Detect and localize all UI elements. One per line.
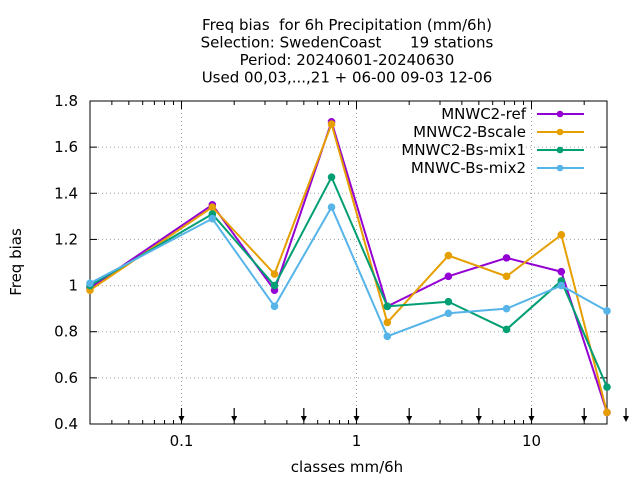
axis-ticks: 0.4 0.6 0.8 1 1.2 1.4 1.6 1.8 0.1 1 10 (54, 92, 607, 450)
data-point (208, 214, 217, 223)
data-point (270, 270, 279, 278)
class-arrow-marker (300, 408, 307, 422)
legend-swatch-marker (556, 164, 564, 172)
legend: MNWC2-refMNWC2-BscaleMNWC2-Bs-mix1MNWC-B… (401, 105, 584, 177)
chart-title-line: Period: 20240601-20240630 (240, 51, 455, 69)
class-arrow-marker (581, 408, 588, 422)
series-mnwc2-ref (86, 117, 611, 417)
class-arrow-marker (623, 408, 629, 422)
arrow-head (231, 416, 238, 422)
data-point (327, 203, 336, 211)
arrow-head (581, 416, 588, 422)
y-tick-label: 0.8 (54, 323, 78, 341)
data-point (502, 272, 511, 281)
chart-title-line: Selection: SwedenCoast 19 stations (201, 34, 494, 52)
chart-title-line: Freq bias for 6h Precipitation (mm/6h) (202, 16, 492, 34)
class-arrow-marker (178, 408, 185, 422)
data-point (444, 297, 453, 306)
y-tick-label: 0.4 (54, 415, 78, 433)
data-point (603, 383, 611, 391)
data-point (270, 281, 279, 290)
arrow-head (528, 416, 535, 422)
data-point (557, 281, 566, 290)
class-arrow-marker (231, 408, 238, 422)
data-point (383, 302, 392, 311)
data-point (327, 173, 336, 181)
data-point (86, 279, 94, 288)
class-arrow-markers (178, 408, 629, 422)
chart-title: Freq bias for 6h Precipitation (mm/6h)Se… (201, 16, 494, 87)
legend-label: MNWC2-ref (441, 105, 526, 123)
legend-swatch-marker (556, 146, 564, 154)
series-line (89, 204, 608, 338)
y-tick-label: 1.2 (54, 230, 78, 248)
x-tick-label: 1 (352, 432, 362, 450)
data-point (557, 231, 566, 239)
data-point (327, 120, 336, 128)
arrow-head (353, 416, 360, 422)
data-point (383, 318, 392, 327)
data-point (270, 302, 279, 311)
legend-swatch-marker (556, 110, 564, 118)
chart-title-line: Used 00,03,...,21 + 06-00 09-03 12-06 (202, 69, 493, 87)
arrow-head (300, 416, 307, 422)
data-point (444, 251, 453, 260)
grid-lines (90, 101, 607, 424)
data-point (444, 309, 453, 318)
data-point (444, 272, 453, 281)
class-arrow-marker (528, 408, 535, 422)
data-point (208, 203, 217, 211)
class-arrow-marker (475, 408, 482, 422)
y-tick-label: 1.8 (54, 92, 78, 110)
series-line (89, 118, 608, 413)
series-mnwc-bs-mix2 (86, 203, 611, 341)
series-line (89, 120, 608, 413)
arrow-head (475, 416, 482, 422)
arrow-head (406, 416, 413, 422)
legend-swatch-marker (556, 128, 564, 136)
y-tick-label: 1.4 (54, 184, 78, 202)
legend-label: MNWC-Bs-mix2 (411, 159, 526, 177)
class-arrow-marker (406, 408, 413, 422)
legend-label: MNWC2-Bs-mix1 (401, 141, 526, 159)
data-point (502, 304, 511, 313)
y-tick-label: 1 (68, 277, 78, 295)
plot-frame (89, 100, 608, 425)
x-tick-label: 10 (522, 432, 541, 450)
data-point (502, 325, 511, 334)
y-tick-label: 1.6 (54, 138, 78, 156)
arrow-head (178, 416, 185, 422)
data-point (502, 254, 511, 262)
series-line (89, 174, 608, 388)
y-axis-label: Freq bias (7, 228, 25, 296)
arrow-head (623, 416, 629, 422)
x-tick-label: 0.1 (170, 432, 194, 450)
class-arrow-marker (353, 408, 360, 422)
x-axis-label: classes mm/6h (291, 458, 403, 476)
data-point (603, 307, 611, 315)
legend-label: MNWC2-Bscale (413, 123, 526, 141)
data-series (86, 117, 611, 417)
data-point (383, 332, 392, 341)
data-point (557, 267, 566, 276)
y-tick-label: 0.6 (54, 369, 78, 387)
data-point (603, 408, 611, 417)
